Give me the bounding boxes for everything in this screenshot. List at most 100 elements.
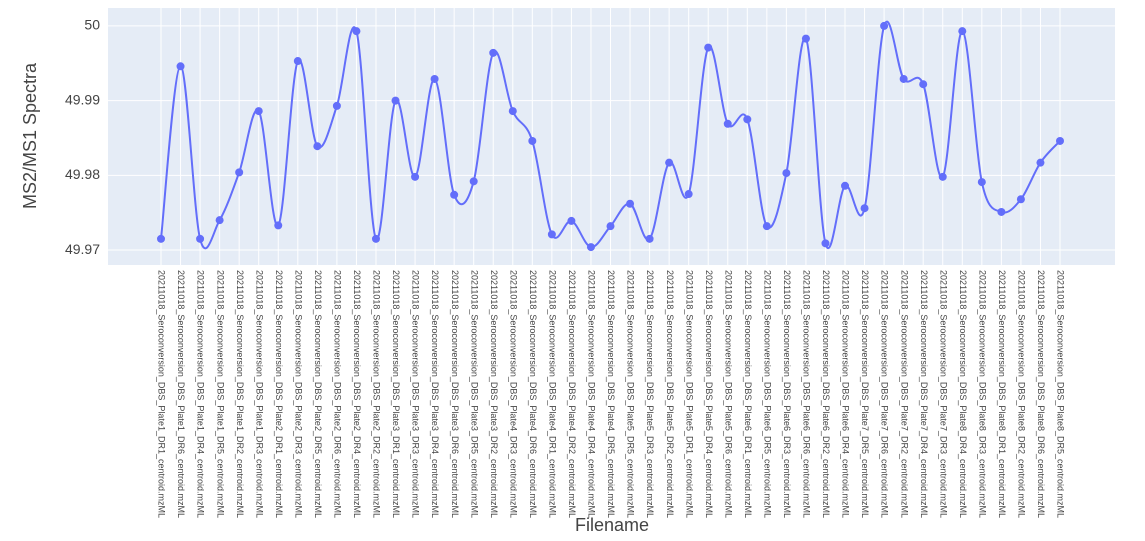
marker	[489, 48, 498, 57]
x-tick-label: 20211018_Seroconversion_DBS_Plate5_DR3_c…	[645, 270, 655, 518]
x-tick-label: 20211018_Seroconversion_DBS_Plate6_DR1_c…	[743, 270, 753, 518]
marker	[684, 190, 693, 199]
x-tick-label: 20211018_Seroconversion_DBS_Plate8_DR4_c…	[958, 270, 968, 518]
y-axis-title: MS2/MS1 Spectra	[20, 62, 40, 209]
marker	[997, 207, 1006, 216]
marker	[176, 62, 185, 71]
x-tick-label: 20211018_Seroconversion_DBS_Plate2_DR4_c…	[352, 270, 362, 518]
marker	[391, 96, 400, 105]
marker	[293, 57, 302, 66]
marker	[450, 190, 459, 199]
x-tick-label: 20211018_Seroconversion_DBS_Plate3_DR5_c…	[469, 270, 479, 518]
marker	[547, 230, 556, 239]
marker	[1056, 136, 1064, 145]
x-tick-label: 20211018_Seroconversion_DBS_Plate7_DR6_c…	[880, 270, 890, 518]
x-tick-label: 20211018_Seroconversion_DBS_Plate4_DR4_c…	[587, 270, 597, 518]
marker	[626, 199, 635, 208]
x-tick-label: 20211018_Seroconversion_DBS_Plate2_DR6_c…	[333, 270, 343, 518]
x-tick-label: 20211018_Seroconversion_DBS_Plate1_DR3_c…	[254, 270, 264, 518]
marker	[586, 243, 595, 252]
x-tick-label: 20211018_Seroconversion_DBS_Plate6_DR6_c…	[802, 270, 812, 518]
x-tick-label: 20211018_Seroconversion_DBS_Plate8_DR1_c…	[997, 270, 1007, 518]
x-tick-label: 20211018_Seroconversion_DBS_Plate5_DR4_c…	[704, 270, 714, 518]
x-tick-label: 20211018_Seroconversion_DBS_Plate8_DR3_c…	[977, 270, 987, 518]
marker	[938, 172, 947, 181]
x-tick-label: 20211018_Seroconversion_DBS_Plate6_DR4_c…	[841, 270, 851, 518]
marker	[645, 234, 654, 243]
x-tick-label: 20211018_Seroconversion_DBS_Plate3_DR2_c…	[489, 270, 499, 518]
marker	[762, 222, 771, 231]
y-tick-label: 49.99	[65, 91, 100, 107]
x-tick-label: 20211018_Seroconversion_DBS_Plate2_DR2_c…	[372, 270, 382, 518]
marker	[352, 27, 361, 36]
marker	[880, 21, 889, 30]
y-tick-label: 49.97	[65, 241, 100, 257]
marker	[332, 101, 341, 110]
x-tick-label: 20211018_Seroconversion_DBS_Plate3_DR3_c…	[411, 270, 421, 518]
marker	[371, 234, 380, 243]
x-tick-label: 20211018_Seroconversion_DBS_Plate7_DR3_c…	[938, 270, 948, 518]
marker	[313, 142, 322, 151]
x-tick-label: 20211018_Seroconversion_DBS_Plate8_DR2_c…	[1017, 270, 1027, 518]
marker	[977, 178, 986, 187]
y-tick-label: 50	[84, 17, 100, 33]
marker	[606, 222, 615, 231]
marker	[899, 74, 908, 83]
marker	[508, 107, 517, 116]
x-tick-label: 20211018_Seroconversion_DBS_Plate1_DR1_c…	[157, 270, 167, 518]
marker	[860, 204, 869, 213]
x-tick-label: 20211018_Seroconversion_DBS_Plate8_DR5_c…	[1056, 270, 1066, 518]
marker	[665, 158, 674, 167]
x-tick-label: 20211018_Seroconversion_DBS_Plate1_DR4_c…	[196, 270, 206, 518]
marker	[430, 74, 439, 83]
x-tick-label: 20211018_Seroconversion_DBS_Plate1_DR5_c…	[215, 270, 225, 518]
x-tick-label: 20211018_Seroconversion_DBS_Plate2_DR1_c…	[274, 270, 284, 518]
x-tick-label: 20211018_Seroconversion_DBS_Plate5_DR6_c…	[723, 270, 733, 518]
marker	[411, 172, 420, 181]
x-tick-label: 20211018_Seroconversion_DBS_Plate7_DR5_c…	[860, 270, 870, 518]
marker	[782, 169, 791, 178]
x-tick-label: 20211018_Seroconversion_DBS_Plate2_DR5_c…	[313, 270, 323, 518]
x-tick-label: 20211018_Seroconversion_DBS_Plate3_DR1_c…	[391, 270, 401, 518]
marker	[743, 115, 752, 124]
marker	[528, 136, 537, 145]
x-tick-label: 20211018_Seroconversion_DBS_Plate1_DR2_c…	[235, 270, 245, 518]
x-tick-label: 20211018_Seroconversion_DBS_Plate1_DR6_c…	[176, 270, 186, 518]
x-tick-label: 20211018_Seroconversion_DBS_Plate7_DR2_c…	[899, 270, 909, 518]
marker	[821, 239, 830, 248]
x-tick-label: 20211018_Seroconversion_DBS_Plate3_DR6_c…	[450, 270, 460, 518]
marker	[215, 216, 224, 225]
x-tick-label: 20211018_Seroconversion_DBS_Plate4_DR3_c…	[508, 270, 518, 518]
marker	[704, 43, 713, 52]
x-tick-label: 20211018_Seroconversion_DBS_Plate8_DR6_c…	[1036, 270, 1046, 518]
marker	[274, 221, 283, 230]
marker	[567, 216, 576, 225]
x-tick-label: 20211018_Seroconversion_DBS_Plate7_DR4_c…	[919, 270, 929, 518]
marker	[1016, 195, 1025, 204]
x-tick-label: 20211018_Seroconversion_DBS_Plate6_DR5_c…	[762, 270, 772, 518]
marker	[1036, 158, 1045, 167]
x-tick-label: 20211018_Seroconversion_DBS_Plate5_DR2_c…	[665, 270, 675, 518]
marker	[919, 80, 928, 89]
x-tick-label: 20211018_Seroconversion_DBS_Plate4_DR5_c…	[606, 270, 616, 518]
marker	[235, 168, 244, 177]
x-axis-title: Filename	[575, 515, 649, 535]
marker	[801, 34, 810, 43]
x-tick-label: 20211018_Seroconversion_DBS_Plate3_DR4_c…	[430, 270, 440, 518]
marker	[841, 181, 850, 190]
x-tick-label: 20211018_Seroconversion_DBS_Plate4_DR1_c…	[547, 270, 557, 518]
y-tick-label: 49.98	[65, 166, 100, 182]
x-tick-label: 20211018_Seroconversion_DBS_Plate5_DR5_c…	[626, 270, 636, 518]
marker	[196, 234, 205, 243]
x-tick-label: 20211018_Seroconversion_DBS_Plate2_DR3_c…	[293, 270, 303, 518]
x-tick-label: 20211018_Seroconversion_DBS_Plate6_DR3_c…	[782, 270, 792, 518]
x-tick-label: 20211018_Seroconversion_DBS_Plate6_DR2_c…	[821, 270, 831, 518]
marker	[469, 177, 478, 186]
x-tick-label: 20211018_Seroconversion_DBS_Plate5_DR1_c…	[684, 270, 694, 518]
x-tick-label: 20211018_Seroconversion_DBS_Plate4_DR2_c…	[567, 270, 577, 518]
marker	[723, 119, 732, 128]
marker	[958, 27, 967, 36]
marker	[157, 234, 165, 243]
marker	[254, 107, 263, 116]
